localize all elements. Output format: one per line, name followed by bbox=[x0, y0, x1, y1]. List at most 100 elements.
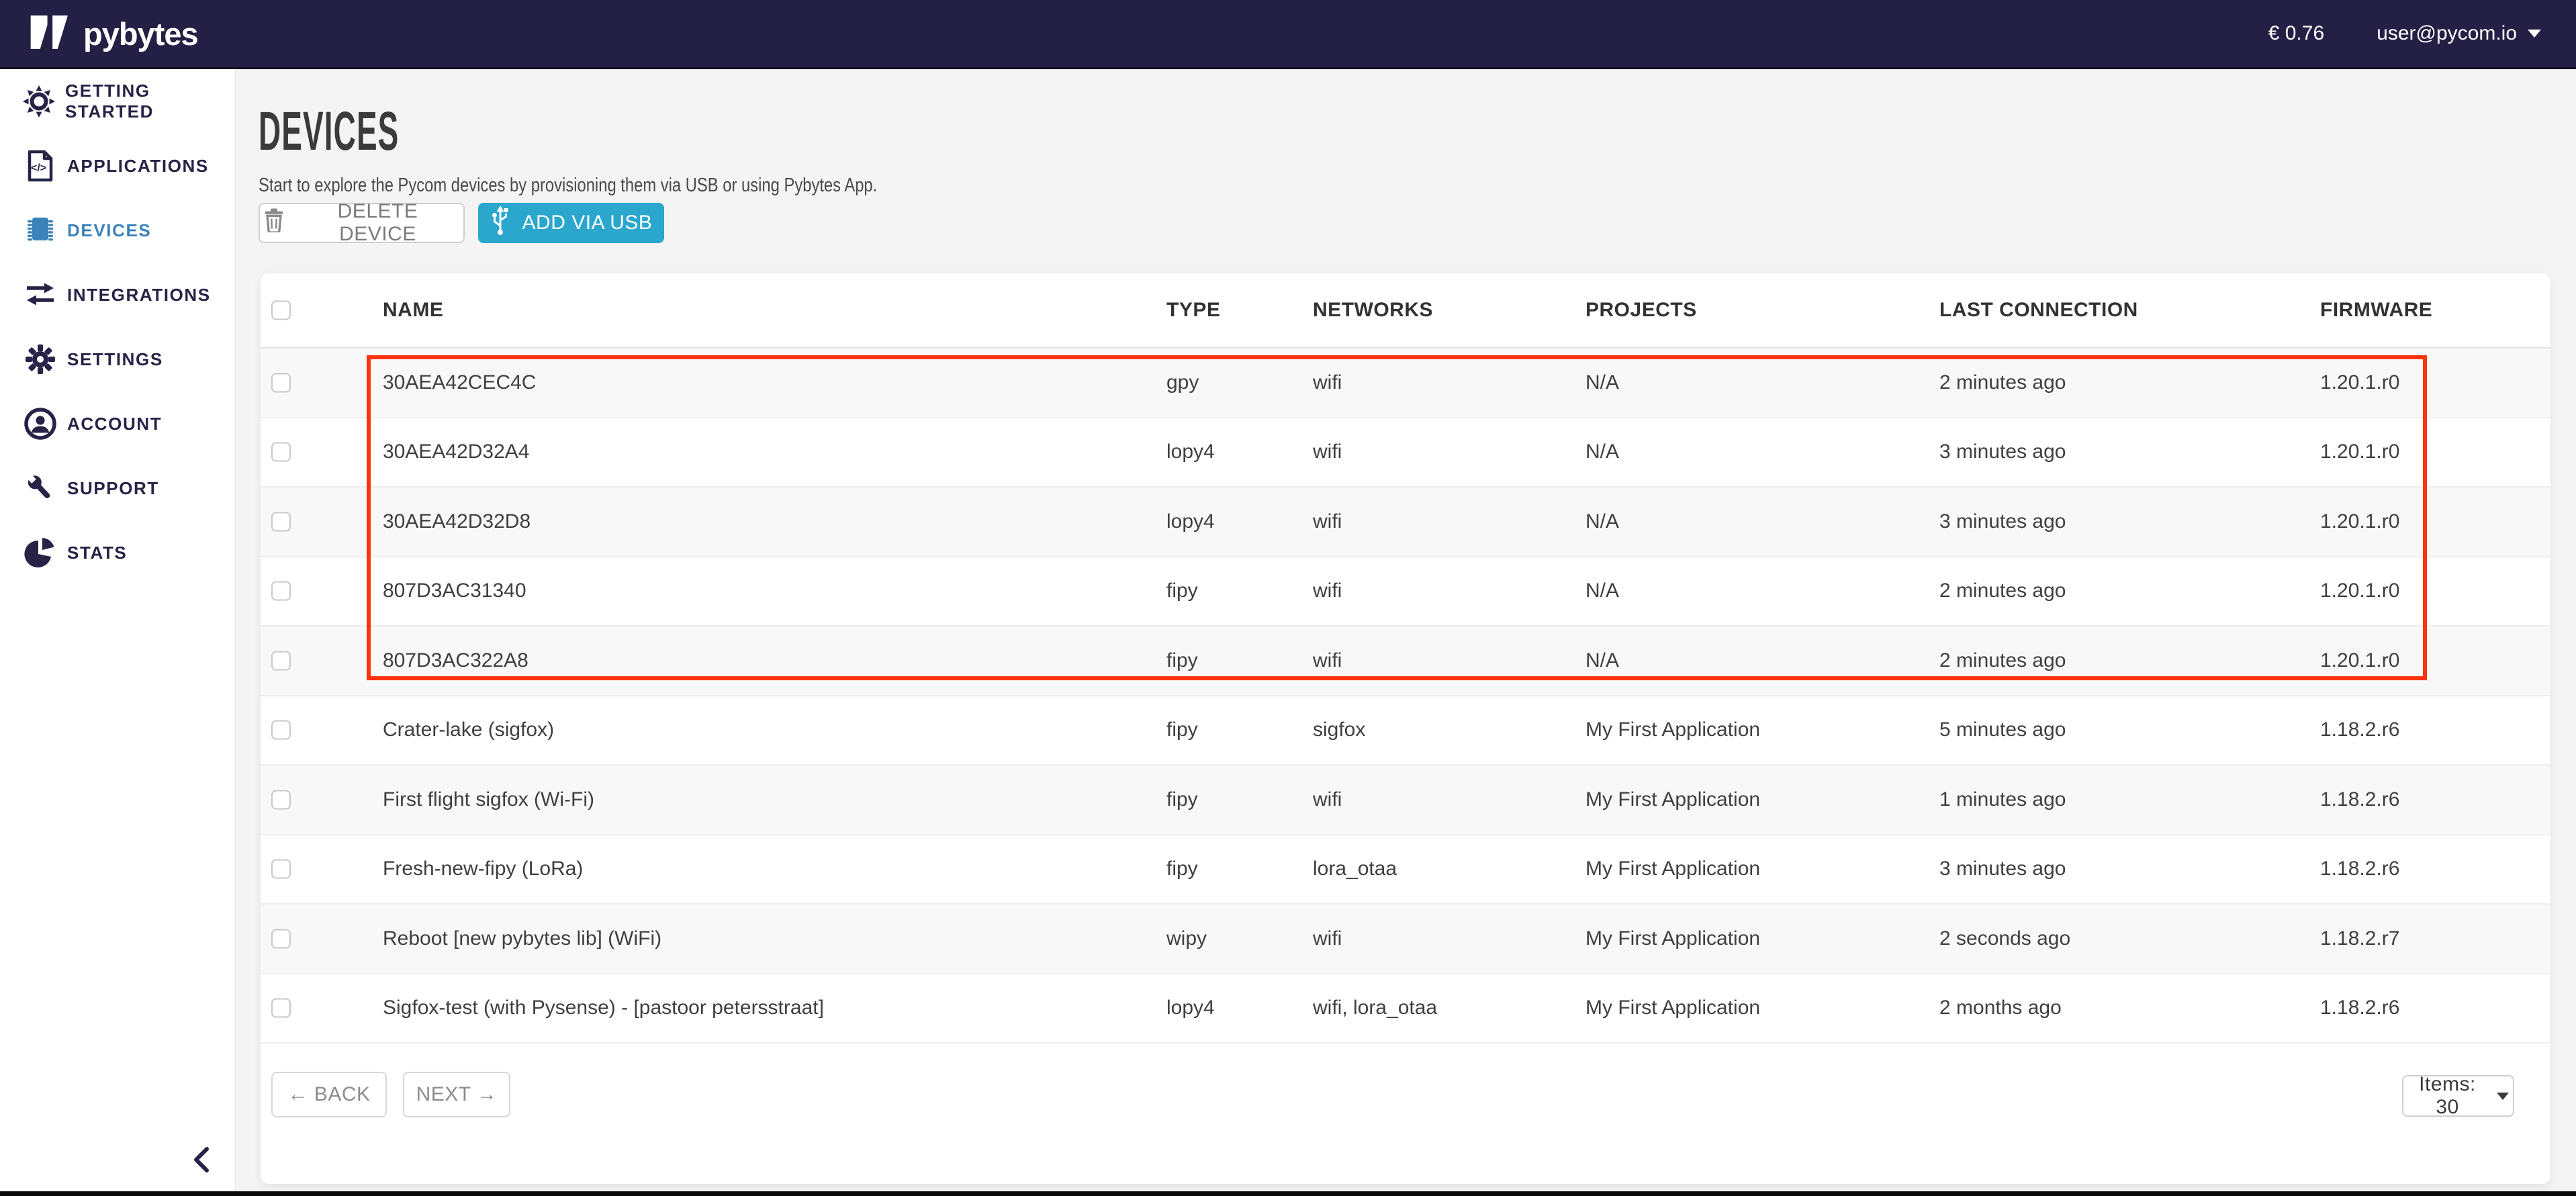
cell-last_connection: 1 minutes ago bbox=[1939, 788, 2066, 811]
add-via-usb-button[interactable]: ADD VIA USB bbox=[478, 203, 664, 243]
sidebar-item-label: APPLICATIONS bbox=[67, 155, 209, 176]
cell-type: lopy4 bbox=[1166, 441, 1215, 463]
cell-firmware: 1.20.1.r0 bbox=[2320, 510, 2400, 533]
cell-last_connection: 2 minutes ago bbox=[1939, 371, 2066, 394]
table-row[interactable]: 807D3AC31340 fipy wifi N/A 2 minutes ago 1.20… bbox=[261, 557, 2550, 627]
row-checkbox[interactable] bbox=[271, 790, 291, 810]
sidebar-item-account[interactable]: ACCOUNT bbox=[0, 392, 235, 456]
cell-firmware: 1.18.2.r7 bbox=[2320, 927, 2400, 950]
table-row[interactable]: Fresh-new-fipy (LoRa) fipy lora_otaa My Fir… bbox=[261, 835, 2550, 905]
items-per-page-label: Items: 30 bbox=[2419, 1073, 2476, 1118]
cell-name: 807D3AC322A8 bbox=[383, 649, 528, 672]
back-button[interactable]: ← BACK bbox=[271, 1072, 387, 1117]
cell-projects: N/A bbox=[1585, 510, 1620, 533]
cell-name: First flight sigfox (Wi-Fi) bbox=[383, 788, 594, 811]
next-button[interactable]: NEXT → bbox=[403, 1072, 510, 1117]
delete-device-button[interactable]: DELETE DEVICE bbox=[259, 200, 465, 245]
table-row[interactable]: 30AEA42D32A4 lopy4 wifi N/A 3 minutes ago 1.2… bbox=[261, 418, 2550, 488]
select-all-checkbox[interactable] bbox=[271, 300, 291, 320]
cell-type: lopy4 bbox=[1166, 510, 1215, 533]
trash-icon bbox=[264, 208, 284, 238]
table-row[interactable]: Sigfox-test (with Pysense) - [pastoor pe… bbox=[261, 974, 2550, 1044]
sidebar-item-support[interactable]: SUPPORT bbox=[0, 456, 235, 520]
row-checkbox[interactable] bbox=[271, 720, 291, 740]
cell-name: 30AEA42CEC4C bbox=[383, 371, 537, 394]
pie-chart-icon bbox=[21, 536, 59, 569]
cell-networks: wifi bbox=[1313, 580, 1342, 602]
chevron-down-icon bbox=[2497, 1092, 2509, 1100]
cell-last_connection: 2 minutes ago bbox=[1939, 649, 2066, 672]
pybytes-logo[interactable]: pybytes bbox=[30, 15, 199, 53]
cell-networks: wifi bbox=[1313, 510, 1342, 533]
row-checkbox[interactable] bbox=[271, 859, 291, 879]
row-checkbox[interactable] bbox=[271, 512, 291, 532]
cell-name: Crater-lake (sigfox) bbox=[383, 719, 555, 741]
balance: € 0.76 bbox=[2268, 22, 2325, 44]
sidebar-item-devices[interactable]: DEVICES bbox=[0, 198, 235, 263]
sidebar-item-getting-started[interactable]: GETTING STARTED bbox=[0, 69, 235, 134]
cell-firmware: 1.20.1.r0 bbox=[2320, 580, 2400, 602]
table-row[interactable]: First flight sigfox (Wi-Fi) fipy wifi My Fi… bbox=[261, 766, 2550, 835]
cell-projects: N/A bbox=[1585, 649, 1620, 672]
column-header-last-connection: LAST CONNECTION bbox=[1939, 299, 2138, 321]
cell-firmware: 1.18.2.r6 bbox=[2320, 719, 2400, 741]
chevron-down-icon bbox=[2528, 30, 2541, 38]
items-per-page-dropdown[interactable]: Items: 30 bbox=[2402, 1073, 2514, 1118]
row-checkbox[interactable] bbox=[271, 581, 291, 601]
sidebar-item-stats[interactable]: STATS bbox=[0, 520, 235, 585]
sidebar-nav: GETTING STARTED </> APPLICATIONS DEVICES I… bbox=[0, 69, 235, 585]
sidebar: GETTING STARTED </> APPLICATIONS DEVICES I… bbox=[0, 69, 236, 1196]
cell-name: Sigfox-test (with Pysense) - [pastoor pe… bbox=[383, 997, 824, 1019]
table-row[interactable]: 807D3AC322A8 fipy wifi N/A 2 minutes ago 1.20… bbox=[261, 627, 2550, 696]
cell-firmware: 1.18.2.r6 bbox=[2320, 858, 2400, 880]
page-title: DEVICES bbox=[259, 101, 400, 163]
table-body: 30AEA42CEC4C gpy wifi N/A 2 minutes ago 1.20.… bbox=[261, 349, 2550, 1044]
cell-last_connection: 2 seconds ago bbox=[1939, 927, 2071, 950]
sidebar-item-label: GETTING STARTED bbox=[64, 81, 154, 122]
cell-projects: N/A bbox=[1585, 580, 1620, 602]
cell-type: fipy bbox=[1166, 788, 1198, 811]
cell-networks: wifi bbox=[1313, 649, 1342, 672]
cell-networks: wifi bbox=[1313, 927, 1342, 950]
column-header-name: NAME bbox=[383, 299, 444, 321]
row-checkbox[interactable] bbox=[271, 929, 291, 949]
cell-type: fipy bbox=[1166, 719, 1198, 741]
cell-name: Reboot [new pybytes lib] (WiFi) bbox=[383, 927, 662, 950]
cell-type: fipy bbox=[1166, 649, 1198, 672]
chip-icon bbox=[21, 214, 59, 247]
sidebar-item-label: STATS bbox=[67, 542, 128, 563]
table-row[interactable]: Crater-lake (sigfox) fipy sigfox My First A… bbox=[261, 696, 2550, 766]
sidebar-item-applications[interactable]: </> APPLICATIONS bbox=[0, 134, 235, 198]
sidebar-collapse-button[interactable] bbox=[187, 1145, 216, 1177]
cell-type: gpy bbox=[1166, 371, 1199, 394]
table-row[interactable]: 30AEA42D32D8 lopy4 wifi N/A 3 minutes ago 1.2… bbox=[261, 488, 2550, 557]
row-checkbox[interactable] bbox=[271, 442, 291, 462]
sun-icon bbox=[21, 85, 57, 118]
cell-projects: My First Application bbox=[1585, 858, 1761, 880]
column-header-type: TYPE bbox=[1166, 299, 1221, 321]
cell-name: 30AEA42D32D8 bbox=[383, 510, 531, 533]
gear-icon bbox=[21, 342, 59, 376]
sidebar-item-integrations[interactable]: INTEGRATIONS bbox=[0, 263, 235, 327]
column-header-firmware: FIRMWARE bbox=[2320, 299, 2433, 321]
cell-networks: wifi bbox=[1313, 788, 1342, 811]
sidebar-item-label: INTEGRATIONS bbox=[67, 284, 211, 305]
sidebar-item-label: SETTINGS bbox=[67, 349, 163, 369]
devices-table-card: NAME TYPE NETWORKS PROJECTS LAST CONNECT… bbox=[261, 273, 2550, 1184]
sidebar-item-label: ACCOUNT bbox=[67, 413, 163, 434]
bottom-edge bbox=[0, 1191, 2576, 1196]
cell-projects: N/A bbox=[1585, 441, 1620, 463]
cell-projects: My First Application bbox=[1585, 997, 1761, 1019]
row-checkbox[interactable] bbox=[271, 998, 291, 1018]
row-checkbox[interactable] bbox=[271, 651, 291, 671]
cell-projects: My First Application bbox=[1585, 927, 1761, 950]
user-icon bbox=[21, 407, 59, 441]
table-row[interactable]: 30AEA42CEC4C gpy wifi N/A 2 minutes ago 1.20.… bbox=[261, 349, 2550, 418]
sidebar-item-settings[interactable]: SETTINGS bbox=[0, 327, 235, 392]
topbar-right: € 0.76 user@pycom.io bbox=[2268, 22, 2576, 45]
user-menu[interactable]: user@pycom.io bbox=[2377, 22, 2541, 45]
wrench-icon bbox=[21, 471, 59, 505]
table-row[interactable]: Reboot [new pybytes lib] (WiFi) wipy wifi M… bbox=[261, 905, 2550, 974]
row-checkbox[interactable] bbox=[271, 373, 291, 393]
